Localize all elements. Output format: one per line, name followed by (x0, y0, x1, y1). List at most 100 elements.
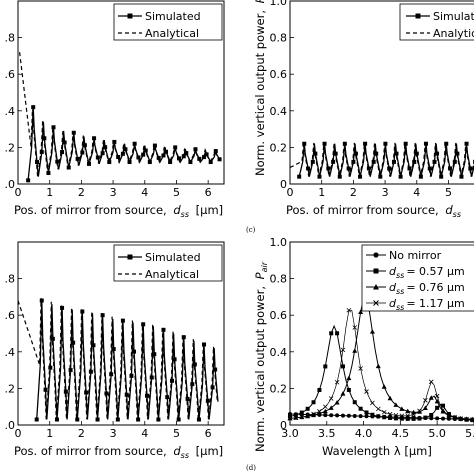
simulated-point (129, 373, 134, 378)
point-057 (358, 406, 363, 411)
panel-c-ylabel: Norm. vertical output power, Pair (253, 0, 269, 176)
x-tick-label: 2 (78, 427, 85, 440)
simulated-point (313, 151, 318, 156)
point-057 (311, 400, 316, 405)
point-117 (346, 307, 352, 313)
point-057 (417, 416, 422, 421)
simulated-point (141, 322, 146, 327)
simulated-point (306, 166, 311, 171)
panel-b-frame (17, 241, 225, 426)
simulated-point (366, 166, 371, 171)
simulated-point (123, 147, 128, 152)
simulated-point (31, 105, 36, 110)
point-117 (364, 389, 369, 394)
legend-d-057-marker (373, 268, 379, 274)
point-076 (464, 416, 470, 421)
simulated-point (144, 393, 149, 398)
simulated-point (351, 159, 356, 164)
series-simulated (298, 143, 474, 177)
point-057 (317, 387, 322, 392)
simulated-point (358, 174, 363, 179)
y-tick-label: 0.6 (270, 68, 288, 81)
x-tick-label: 3.0 (281, 427, 299, 440)
simulated-point (448, 166, 453, 171)
point-117 (328, 396, 334, 401)
simulated-point (55, 159, 60, 164)
simulated-point (322, 141, 327, 146)
y-tick-label: .0 (5, 419, 16, 432)
simulated-point (310, 159, 315, 164)
point-117 (428, 379, 434, 385)
point-076 (352, 348, 358, 353)
simulated-point (103, 145, 108, 150)
x-tick-label: 3 (110, 427, 117, 440)
point-117 (387, 411, 393, 417)
simulated-point (213, 149, 218, 154)
x-tick-label: 3 (382, 186, 389, 199)
simulated-point (75, 156, 80, 161)
x-tick-label: 1 (46, 186, 53, 199)
simulated-point (192, 362, 197, 367)
simulated-point (120, 318, 125, 323)
legend-d-no-mirror-marker (373, 252, 379, 258)
simulated-point (80, 150, 85, 155)
y-tick-label: .6 (5, 68, 16, 81)
point-057 (352, 400, 357, 405)
point-117 (417, 408, 422, 414)
x-tick-label: 5.0 (428, 427, 446, 440)
y-tick-label: 0.8 (270, 32, 288, 45)
simulated-point (48, 365, 53, 370)
simulated-point (35, 160, 40, 165)
simulated-point (50, 336, 55, 341)
y-tick-label: .2 (5, 382, 16, 395)
panel-b-plot: 0 1 2 3 4 5 6 .0 .2 .4 .6 .8 (5, 273, 219, 440)
simulated-point (197, 156, 202, 161)
panel-b-legend: Simulated Analytical (113, 244, 223, 282)
point-076 (316, 410, 322, 416)
panel-d-plot: 3.0 3.5 4.0 4.5 5.0 5.5 0 0.2 0.4 0.6 0.8 1.0 (270, 236, 474, 440)
simulated-point (68, 368, 73, 373)
point-076 (399, 406, 405, 411)
simulated-point (172, 357, 177, 362)
simulated-point (46, 171, 51, 176)
simulated-point (95, 155, 100, 160)
point-057 (346, 387, 351, 392)
panel-a: 0 1 2 3 4 5 6 .0 .2 .4 .6 .8 Simulated Analytical P… (5, 0, 225, 220)
point-076 (369, 329, 375, 334)
y-tick-label: .6 (5, 309, 16, 322)
x-tick-label: 2 (350, 186, 357, 199)
panel-a-legend-box (113, 3, 223, 41)
x-tick-label: 1 (46, 427, 53, 440)
legend-simulated-marker (127, 13, 133, 19)
simulated-point (62, 140, 67, 145)
panel-a-plot: 0 1 2 3 4 5 6 .0 .2 .4 .6 .8 (5, 32, 222, 199)
point-057 (370, 412, 375, 417)
point-117 (393, 413, 399, 418)
simulated-point (100, 151, 105, 156)
point-no-mirror (364, 414, 369, 419)
simulated-point (346, 166, 351, 171)
simulated-point (176, 417, 181, 422)
y-tick-label: 0.4 (270, 346, 288, 359)
series-x (289, 309, 474, 421)
point-076 (340, 391, 346, 396)
point-057 (411, 416, 416, 421)
series-square (289, 324, 474, 421)
point-117 (464, 416, 469, 422)
simulated-point (60, 150, 65, 155)
panel-c-legend-box (399, 3, 474, 41)
panel-d: 3.0 3.5 4.0 4.5 5.0 5.5 0 0.2 0.4 0.6 0.8 1.0 No mi… (246, 236, 474, 472)
point-117 (287, 416, 293, 421)
simulated-point (418, 174, 423, 179)
simulated-point (205, 398, 210, 403)
simulated-point (100, 313, 105, 318)
panel-c: 012345600.20.40.60.81.0 Simulated Analyt… (246, 0, 474, 234)
point-076 (434, 398, 440, 404)
point-076 (328, 405, 334, 410)
point-057 (423, 415, 428, 420)
simulated-point (143, 148, 148, 153)
simulated-point (127, 160, 132, 165)
panel-a-xlabel: Pos. of mirror from source, dss [μm] (14, 203, 223, 220)
simulated-point (202, 155, 207, 160)
x-tick-label: 4.0 (355, 427, 373, 440)
